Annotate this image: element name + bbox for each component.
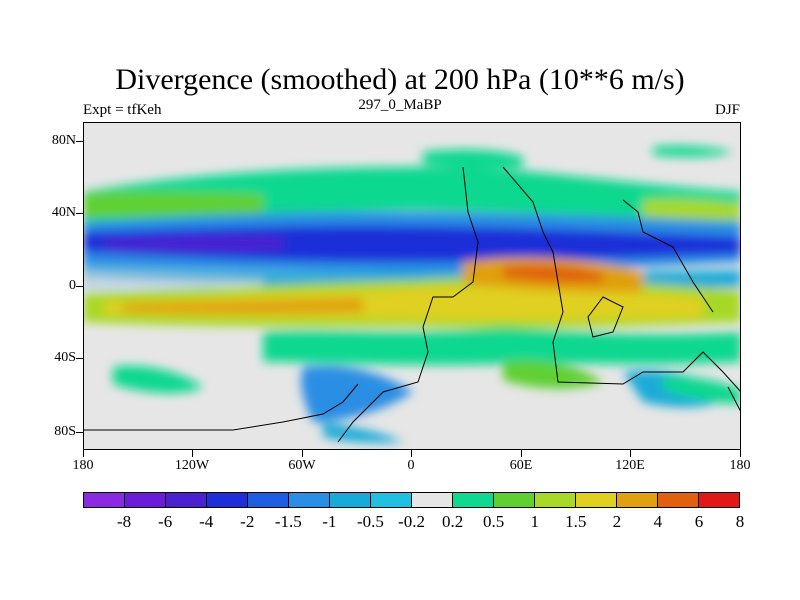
colorbar-label: 4 xyxy=(653,512,663,531)
colorbar-label: -8 xyxy=(116,512,132,531)
colorbar-swatch xyxy=(453,493,494,507)
colorbar-label: 1.5 xyxy=(565,512,587,531)
colorbar-label: -4 xyxy=(199,512,214,531)
lat-label-80n: 80N xyxy=(51,133,76,148)
colorbar-label: 0.5 xyxy=(483,512,505,531)
lat-tick xyxy=(76,213,83,214)
plot-title: Divergence (smoothed) at 200 hPa (10**6 … xyxy=(115,63,685,96)
colorbar-swatch xyxy=(412,493,453,507)
colorbar-swatch xyxy=(330,493,371,507)
colorbar-swatch xyxy=(84,493,125,507)
colorbar-label: -2 xyxy=(240,512,255,531)
colorbar xyxy=(83,492,740,508)
colorbar-swatch xyxy=(617,493,658,507)
lat-tick xyxy=(76,358,83,359)
divergence-map xyxy=(83,122,741,450)
colorbar-swatch xyxy=(289,493,330,507)
colorbar-label: 8 xyxy=(735,512,745,531)
colorbar-swatch xyxy=(535,493,576,507)
lon-label-0: 0 xyxy=(407,458,415,473)
lat-tick xyxy=(76,432,83,433)
colorbar-label: -1 xyxy=(322,512,337,531)
lon-tick xyxy=(740,450,741,457)
lat-label-40s: 40S xyxy=(54,350,76,365)
colorbar-swatch xyxy=(248,493,289,507)
lon-label-180w: 180 xyxy=(72,458,94,473)
colorbar-label: -1.5 xyxy=(274,512,302,531)
lon-label-180e: 180 xyxy=(729,458,751,473)
lon-label-60e: 60E xyxy=(509,458,533,473)
colorbar-label: 1 xyxy=(530,512,539,531)
experiment-label: Expt = tfKeh xyxy=(83,102,162,118)
colorbar-swatch xyxy=(658,493,699,507)
colorbar-swatch xyxy=(207,493,248,507)
colorbar-label: 0.2 xyxy=(441,512,464,531)
lat-label-40n: 40N xyxy=(51,205,76,220)
lat-tick xyxy=(76,286,83,287)
lat-label-80s: 80S xyxy=(54,424,76,439)
colorbar-label: -6 xyxy=(158,512,173,531)
colorbar-swatch xyxy=(371,493,412,507)
colorbar-label: 6 xyxy=(694,512,704,531)
lon-label-120e: 120E xyxy=(615,458,645,473)
colorbar-swatch xyxy=(494,493,535,507)
lon-label-120w: 120W xyxy=(174,458,210,473)
lat-tick xyxy=(76,141,83,142)
colorbar-label: 2 xyxy=(612,512,622,531)
colorbar-label: -0.2 xyxy=(398,512,425,531)
colorbar-swatch xyxy=(699,493,739,507)
colorbar-swatch xyxy=(125,493,166,507)
season-label: DJF xyxy=(714,102,740,118)
colorbar-label: -0.5 xyxy=(356,512,384,531)
run-label: 297_0_MaBP xyxy=(358,97,442,113)
lon-label-60w: 60W xyxy=(288,458,316,473)
colorbar-swatch xyxy=(166,493,207,507)
lat-label-equator: 0 xyxy=(69,278,76,293)
colorbar-swatch xyxy=(576,493,617,507)
lon-tick xyxy=(521,450,522,457)
lon-tick xyxy=(302,450,303,457)
lon-tick xyxy=(192,450,193,457)
lon-tick xyxy=(411,450,412,457)
lon-tick xyxy=(630,450,631,457)
lon-tick xyxy=(83,450,84,457)
